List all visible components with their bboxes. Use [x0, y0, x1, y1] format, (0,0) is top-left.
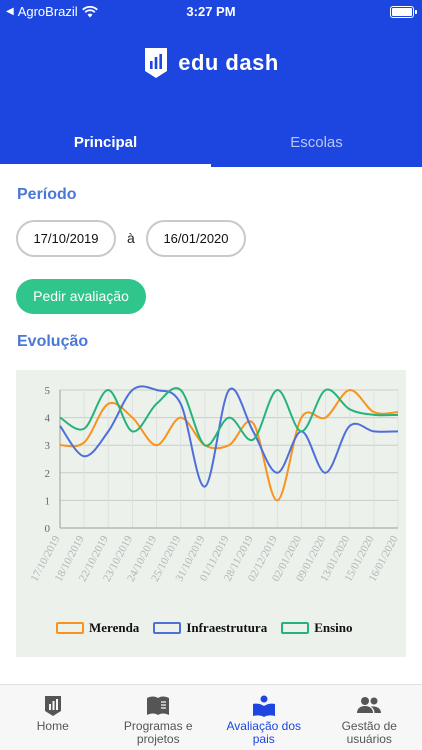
y-tick-label: 5 [45, 385, 51, 397]
series-line-ensino [59, 387, 399, 447]
home-dashboard-icon [44, 696, 61, 716]
y-tick-label: 0 [45, 523, 51, 535]
nav-programas-label: Programas e projetos [123, 719, 193, 746]
app-logo: edu dash [0, 47, 422, 79]
end-date-input[interactable]: 16/01/2020 [146, 220, 246, 257]
app-name: edu dash [178, 50, 279, 75]
y-tick-label: 4 [45, 413, 51, 425]
nav-gestao[interactable]: Gestão de usuários [317, 685, 422, 750]
nav-avaliacao[interactable]: Avaliação dos pais [211, 685, 317, 750]
start-date-input[interactable]: 17/10/2019 [16, 220, 116, 257]
legend-swatch-ensino [281, 622, 310, 634]
status-time: 3:27 PM [186, 4, 236, 19]
back-arrow-icon[interactable]: ◀ [6, 6, 14, 17]
legend-item-ensino: Ensino [281, 620, 353, 636]
tab-principal[interactable]: Principal [0, 120, 211, 167]
periodo-title: Período [17, 186, 77, 203]
evolution-chart-svg: 01234517/10/201918/10/201922/10/201923/1… [29, 385, 401, 584]
app-header: ◀ AgroBrazil 3:27 PM edu dash Principal … [0, 0, 422, 167]
tab-escolas[interactable]: Escolas [290, 134, 343, 151]
chart-legend: Merenda Infraestrutura Ensino [56, 620, 353, 636]
nav-home[interactable]: Home [0, 685, 106, 750]
bottom-navigation: Home Programas e projetos Avaliação dos … [0, 684, 422, 750]
carrier-name: AgroBrazil [17, 4, 78, 19]
status-bar: ◀ AgroBrazil 3:27 PM [0, 0, 422, 24]
book-icon [147, 696, 170, 715]
nav-gestao-label: Gestão de usuários [341, 719, 397, 746]
nav-programas[interactable]: Programas e projetos [106, 685, 212, 750]
y-tick-label: 1 [45, 495, 51, 507]
y-tick-label: 2 [45, 468, 51, 480]
carrier-indicator: ◀ AgroBrazil [6, 4, 98, 19]
date-separator: à [127, 230, 135, 246]
legend-item-merenda: Merenda [56, 620, 139, 636]
legend-label-merenda: Merenda [89, 620, 140, 635]
battery-icon [390, 6, 417, 18]
dashboard-logo-icon [145, 48, 168, 78]
legend-label-infraestrutura: Infraestrutura [186, 620, 268, 635]
request-evaluation-button[interactable]: Pedir avaliação [16, 279, 146, 314]
legend-item-infraestrutura: Infraestrutura [153, 620, 267, 636]
wifi-icon [81, 5, 98, 17]
tab-bar: Principal Escolas [0, 120, 422, 167]
legend-label-ensino: Ensino [314, 620, 353, 635]
series-line-infraestrutura [59, 385, 399, 488]
legend-swatch-merenda [56, 622, 84, 634]
nav-home-label: Home [36, 719, 69, 733]
parent-reading-icon [252, 695, 275, 717]
legend-swatch-infraestrutura [153, 622, 182, 634]
nav-avaliacao-label: Avaliação dos pais [226, 719, 302, 746]
evolution-chart: 0 1 2 3 4 5 17/10/2019 18/10/2019 22/10/2019 23/1… [16, 370, 406, 657]
users-icon [357, 697, 382, 713]
evolucao-title: Evolução [17, 333, 89, 350]
y-tick-label: 3 [45, 440, 51, 452]
